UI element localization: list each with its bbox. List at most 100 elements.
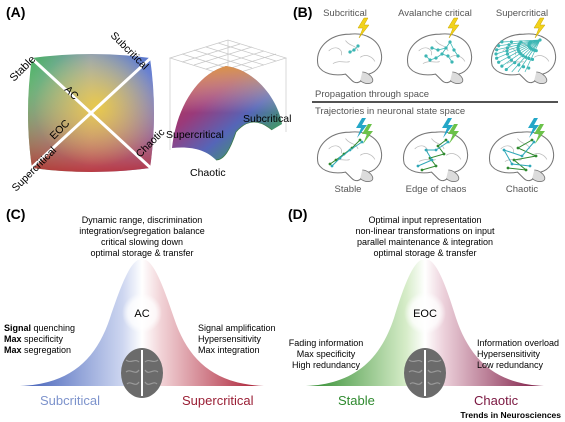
- network-node: [444, 46, 448, 50]
- c-regime-subcritical: Subcritical: [40, 393, 100, 408]
- trajectory-node: [434, 148, 438, 152]
- trajectory-node: [442, 152, 446, 156]
- b-title-subcritical: Subcritical: [323, 8, 367, 19]
- trajectory-line: [421, 139, 447, 171]
- d-left-line: Max specificity: [297, 349, 356, 359]
- network-node: [517, 63, 521, 67]
- network-node: [450, 60, 454, 64]
- panel-d-letter: (D): [288, 206, 307, 222]
- network-node: [424, 54, 428, 58]
- trajectory-node: [434, 164, 438, 168]
- c-right-line: Signal amplification: [198, 323, 276, 333]
- d-left-line: Fading information: [289, 338, 364, 348]
- trajectory-node: [360, 140, 364, 144]
- panel-c-letter: (C): [6, 206, 25, 222]
- trajectory-node: [348, 148, 352, 152]
- c-left-rest: specificity: [22, 334, 64, 344]
- b-title-stable: Stable: [335, 184, 362, 195]
- network-node: [356, 44, 360, 48]
- bell-center-halo: [122, 293, 162, 333]
- c-right-line: Hypersensitivity: [198, 334, 262, 344]
- network-node: [348, 50, 352, 54]
- d-top-text: Optimal input representation non-linear …: [355, 215, 495, 258]
- trajectory-node: [424, 148, 428, 152]
- b-caption-trajectories: Trajectories in neuronal state space: [315, 106, 465, 117]
- network-edge: [501, 39, 541, 67]
- trajectory-line: [331, 141, 363, 167]
- b-title-avalanche-critical: Avalanche critical: [398, 8, 472, 19]
- trajectory-node: [338, 156, 342, 160]
- brain-avalanche-critical: [406, 33, 473, 85]
- d-right-line: Hypersensitivity: [477, 349, 541, 359]
- brain-subcritical: [316, 33, 383, 85]
- d-regime-stable: Stable: [338, 393, 375, 408]
- c-top-text: Dynamic range, discrimination integratio…: [79, 215, 205, 258]
- d-right-line: Low redundancy: [477, 360, 544, 370]
- network-node: [434, 56, 438, 60]
- c-left-rest: quenching: [31, 323, 75, 333]
- network-edge: [496, 39, 541, 59]
- trajectory-node: [510, 162, 514, 166]
- state-space-trajectories: [328, 138, 538, 172]
- d-top-line: parallel maintenance & integration: [357, 237, 493, 247]
- d-regime-chaotic: Chaotic: [474, 393, 519, 408]
- network-node: [430, 46, 434, 50]
- c-left-text: Signal quenching Max specificity Max seg…: [4, 323, 75, 355]
- d-right-text: Information overload Hypersensitivity Lo…: [477, 338, 559, 370]
- criticality-surface: [168, 39, 288, 161]
- network-node: [452, 48, 456, 52]
- network-node: [521, 65, 526, 69]
- b-title-supercritical: Supercritical: [496, 8, 548, 19]
- c-left-line: Max specificity: [4, 334, 64, 344]
- network-node: [446, 54, 450, 58]
- network-node: [530, 57, 535, 61]
- trajectory-node: [512, 158, 516, 162]
- d-top-line: Optimal input representation: [368, 215, 481, 225]
- d-right-line: Information overload: [477, 338, 559, 348]
- network-edge: [501, 39, 541, 43]
- d-left-text: Fading information Max specificity High …: [289, 338, 364, 370]
- network-edge: [517, 39, 541, 73]
- network-node: [436, 48, 440, 52]
- trajectory-node: [430, 158, 434, 162]
- surface-label-supercritical: Supercritical: [166, 129, 224, 141]
- c-top-line: integration/segregation balance: [79, 226, 205, 236]
- trajectory-node: [444, 138, 448, 142]
- network-edge: [496, 39, 541, 51]
- panel-b-letter: (B): [293, 4, 312, 20]
- trajectory-node: [502, 148, 506, 152]
- trajectory-node: [530, 138, 534, 142]
- trajectory-node: [420, 168, 424, 172]
- diagonal-eoc: [14, 42, 168, 184]
- network-edge: [511, 39, 541, 73]
- network-node: [527, 66, 531, 70]
- c-left-bold: Max: [4, 345, 22, 355]
- c-top-line: optimal storage & transfer: [90, 248, 193, 258]
- c-right-line: Max integration: [198, 345, 260, 355]
- network-node: [513, 61, 517, 65]
- b-title-chaotic: Chaotic: [506, 184, 538, 195]
- c-right-text: Signal amplification Hypersensitivity Ma…: [198, 323, 276, 355]
- trajectory-node: [516, 146, 520, 150]
- network-edge: [498, 39, 541, 63]
- network-node: [497, 60, 501, 64]
- trajectory-node: [446, 140, 450, 144]
- network-edge: [524, 39, 541, 73]
- trajectory-node: [358, 138, 362, 142]
- network-node: [428, 58, 432, 62]
- trajectory-node: [328, 162, 332, 166]
- c-left-bold: Signal: [4, 323, 31, 333]
- c-left-rest: segregation: [22, 345, 72, 355]
- surface-label-chaotic: Chaotic: [190, 167, 226, 179]
- propagation-network-critical: [424, 40, 460, 64]
- network-edge: [506, 39, 541, 70]
- d-center-label: EOC: [413, 308, 437, 320]
- propagation-network-subcritical: [348, 44, 360, 54]
- trajectory-node: [532, 140, 536, 144]
- surface-label-subcritical: Subcritical: [243, 113, 291, 125]
- brain-stable: [316, 131, 383, 183]
- trajectory-node: [506, 166, 510, 170]
- network-node: [495, 56, 499, 60]
- bell-center-halo: [404, 292, 446, 334]
